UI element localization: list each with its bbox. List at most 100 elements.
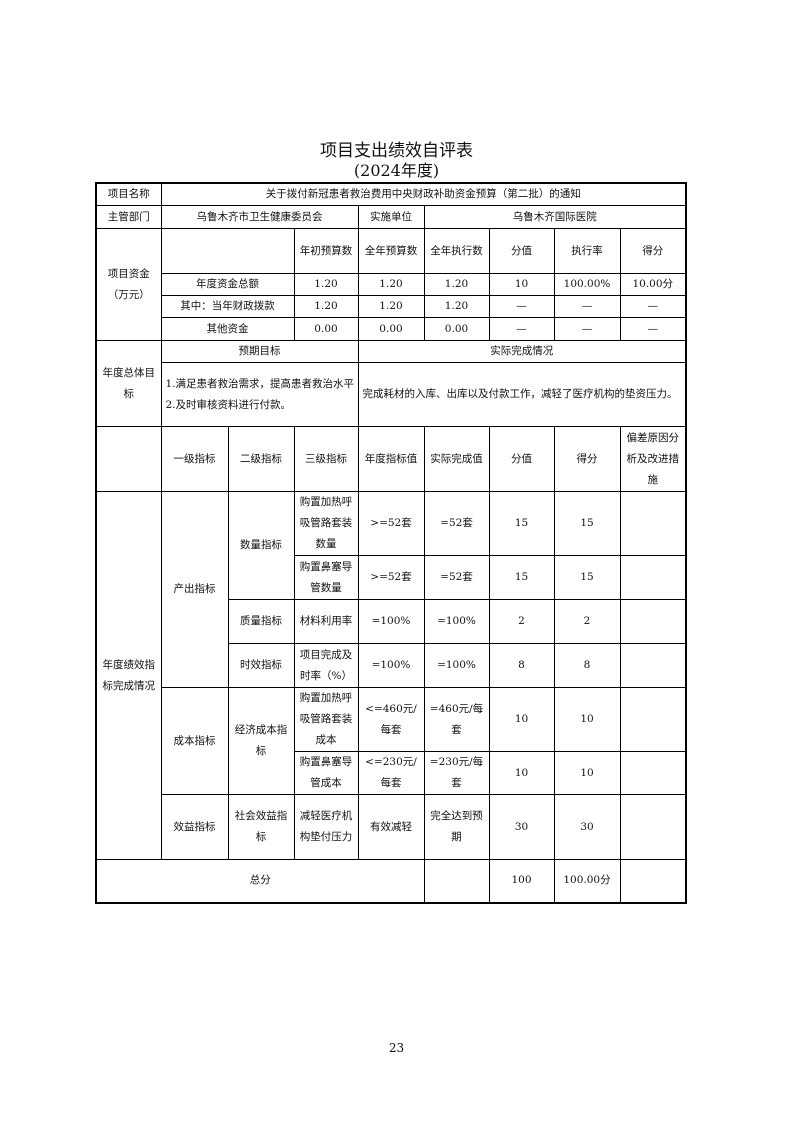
performance-table: 项目名称 关于拨付新冠患者救治费用中央财政补助资金预算（第二批）的通知 主管部门… bbox=[95, 182, 687, 904]
level3: 购置鼻塞导管数量 bbox=[293, 555, 359, 600]
total-label: 总分 bbox=[95, 859, 425, 903]
level1-output: 产出指标 bbox=[160, 491, 229, 688]
indicator-header: 实际完成值 bbox=[423, 426, 490, 492]
level3: 购置加热呼吸管路套装成本 bbox=[293, 687, 359, 752]
indicator-row: 购置鼻塞导管数量 >=52套 =52套 15 15 bbox=[96, 555, 687, 600]
funds-cell: 10 bbox=[488, 273, 555, 296]
target: 有效减轻 bbox=[357, 794, 425, 860]
funds-cell: — bbox=[619, 295, 687, 318]
level3: 减轻医疗机构垫付压力 bbox=[293, 794, 359, 860]
note bbox=[619, 555, 687, 600]
indicator-row: 购置鼻塞导管成本 <=230元/每套 =230元/每套 10 10 bbox=[96, 751, 687, 795]
note bbox=[619, 751, 687, 795]
target: >=52套 bbox=[357, 555, 425, 600]
score-value: 15 bbox=[488, 555, 555, 600]
funds-cell: 1.20 bbox=[293, 273, 359, 296]
project-name: 关于拨付新冠患者救治费用中央财政补助资金预算（第二批）的通知 bbox=[160, 182, 687, 206]
note bbox=[619, 687, 687, 752]
indicator-section-label: 年度绩效指标完成情况 bbox=[95, 491, 162, 860]
score-value: 10 bbox=[488, 751, 555, 795]
total-row: 总分 100 100.00分 bbox=[95, 859, 687, 903]
score-value: 30 bbox=[488, 794, 555, 860]
actual: =52套 bbox=[423, 491, 490, 556]
indicator-header: 分值 bbox=[488, 426, 555, 492]
funds-header: 全年预算数 bbox=[357, 228, 425, 274]
note bbox=[619, 643, 687, 688]
total-note bbox=[619, 859, 687, 903]
funds-cell: — bbox=[488, 317, 555, 341]
unit-label: 实施单位 bbox=[357, 205, 425, 229]
funds-header-row: 项目资金（万元） 年初预算数 全年预算数 全年执行数 分值 执行率 得分 bbox=[95, 228, 687, 341]
indicator-row: 效益指标 社会效益指标 减轻医疗机构垫付压力 有效减轻 完全达到预期 30 30 bbox=[96, 794, 687, 860]
actual: =100% bbox=[423, 643, 490, 688]
funds-cell: 1.20 bbox=[423, 295, 490, 318]
dept: 乌鲁木齐市卫生健康委员会 bbox=[160, 205, 359, 229]
document-title: 项目支出绩效自评表 bbox=[320, 141, 473, 161]
funds-cell: 0.00 bbox=[293, 317, 359, 341]
funds-header: 执行率 bbox=[553, 228, 621, 274]
funds-cell: — bbox=[553, 295, 621, 318]
indicator-header: 三级指标 bbox=[293, 426, 359, 492]
target: >=52套 bbox=[357, 491, 425, 556]
funds-cell: 10.00分 bbox=[619, 273, 687, 296]
target: =100% bbox=[357, 599, 425, 644]
score: 10 bbox=[553, 751, 621, 795]
funds-cell: — bbox=[553, 317, 621, 341]
project-name-row: 项目名称 关于拨付新冠患者救治费用中央财政补助资金预算（第二批）的通知 bbox=[95, 182, 687, 206]
note bbox=[619, 599, 687, 644]
total-blank bbox=[423, 859, 490, 903]
goals-header-row: 年度总体目标 预期目标 实际完成情况 bbox=[95, 340, 687, 427]
total-score: 100.00分 bbox=[553, 859, 621, 903]
level2-economic-cost: 经济成本指标 bbox=[227, 687, 295, 795]
funds-cell: — bbox=[488, 295, 555, 318]
indicator-header: 得分 bbox=[553, 426, 621, 492]
unit: 乌鲁木齐国际医院 bbox=[423, 205, 687, 229]
score-value: 8 bbox=[488, 643, 555, 688]
level2-quality: 质量指标 bbox=[227, 599, 295, 644]
funds-cell: 0.00 bbox=[423, 317, 490, 341]
level2-timeliness: 时效指标 bbox=[227, 643, 295, 688]
funds-cell: 0.00 bbox=[357, 317, 425, 341]
score: 15 bbox=[553, 491, 621, 556]
funds-cell: 1.20 bbox=[293, 295, 359, 318]
actual: =460元/每套 bbox=[423, 687, 490, 752]
expected-goal-label: 预期目标 bbox=[160, 340, 359, 363]
level2-quantity: 数量指标 bbox=[227, 491, 295, 600]
indicator-header-row: 一级指标 二级指标 三级指标 年度指标值 实际完成值 分值 得分 偏差原因分析及… bbox=[95, 426, 687, 492]
funds-cell: 1.20 bbox=[357, 295, 425, 318]
indicator-header: 一级指标 bbox=[160, 426, 229, 492]
indicator-header-blank bbox=[95, 426, 162, 492]
score-value: 2 bbox=[488, 599, 555, 644]
page-number: 23 bbox=[388, 1041, 405, 1055]
funds-header: 分值 bbox=[488, 228, 555, 274]
funds-row-label: 其他资金 bbox=[160, 317, 295, 341]
funds-cell: 100.00% bbox=[553, 273, 621, 296]
target: <=460元/每套 bbox=[357, 687, 425, 752]
funds-cell: 1.20 bbox=[423, 273, 490, 296]
expected-goal: 1.满足患者救治需求，提高患者救治水平 2.及时审核资料进行付款。 bbox=[160, 362, 359, 427]
funds-label: 项目资金（万元） bbox=[95, 228, 162, 341]
actual: =230元/每套 bbox=[423, 751, 490, 795]
project-name-label: 项目名称 bbox=[95, 182, 162, 206]
note bbox=[619, 794, 687, 860]
funds-cell: 1.20 bbox=[357, 273, 425, 296]
indicator-row: 成本指标 经济成本指标 购置加热呼吸管路套装成本 <=460元/每套 =460元… bbox=[96, 687, 687, 795]
actual-goal: 完成耗材的入库、出库以及付款工作，减轻了医疗机构的垫资压力。 bbox=[357, 362, 687, 427]
indicator-header: 偏差原因分析及改进措施 bbox=[619, 426, 687, 492]
expected-goal-2: 2.及时审核资料进行付款。 bbox=[165, 398, 292, 411]
funds-row: 其他资金 0.00 0.00 0.00 — — — bbox=[96, 317, 687, 341]
funds-row-label: 其中：当年财政拨款 bbox=[160, 295, 295, 318]
expected-goal-1: 1.满足患者救治需求，提高患者救治水平 bbox=[165, 377, 355, 390]
level1-benefit: 效益指标 bbox=[160, 794, 229, 860]
goals-row: 1.满足患者救治需求，提高患者救治水平 2.及时审核资料进行付款。 完成耗材的入… bbox=[96, 362, 687, 427]
note bbox=[619, 491, 687, 556]
target: <=230元/每套 bbox=[357, 751, 425, 795]
actual-goal-label: 实际完成情况 bbox=[357, 340, 687, 363]
funds-row: 其中：当年财政拨款 1.20 1.20 1.20 — — — bbox=[96, 295, 687, 318]
level3: 项目完成及时率（%） bbox=[293, 643, 359, 688]
level3: 购置鼻塞导管成本 bbox=[293, 751, 359, 795]
actual: =52套 bbox=[423, 555, 490, 600]
indicator-row: 质量指标 材料利用率 =100% =100% 2 2 bbox=[96, 599, 687, 644]
score: 15 bbox=[553, 555, 621, 600]
funds-cell: — bbox=[619, 317, 687, 341]
